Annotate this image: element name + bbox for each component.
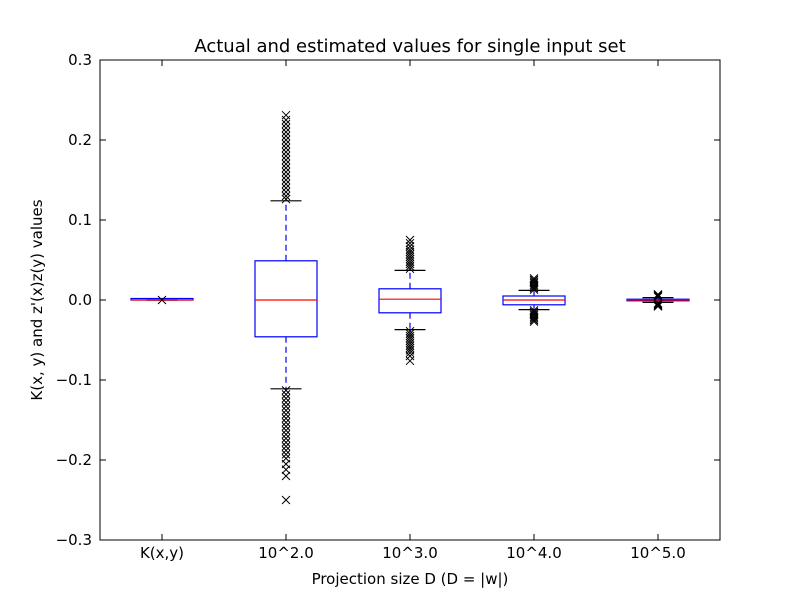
outlier-point	[653, 292, 663, 302]
outlier-point	[281, 495, 291, 505]
outlier-point	[653, 300, 663, 310]
y-tick-label: 0.0	[68, 291, 92, 309]
x-tick-label: 10^5.0	[630, 544, 686, 562]
outlier-point	[281, 179, 291, 189]
outlier-point	[405, 245, 415, 254]
outlier-point	[281, 406, 291, 415]
y-tick-label: 0.3	[68, 51, 92, 69]
outlier-point	[653, 299, 663, 309]
outlier-point	[653, 291, 663, 301]
outlier-point	[281, 147, 291, 157]
outlier-point	[281, 386, 291, 395]
outlier-point	[281, 167, 291, 177]
outlier-point	[281, 187, 291, 197]
outlier-point	[281, 430, 291, 439]
outlier-point	[281, 434, 291, 443]
outlier-point	[281, 159, 291, 169]
outlier-point	[529, 314, 539, 323]
outlier-point	[281, 191, 291, 201]
outlier-point	[653, 298, 663, 308]
outlier-point	[529, 275, 539, 285]
outlier-point	[281, 398, 291, 407]
outlier-point	[281, 194, 291, 204]
outlier-point	[281, 422, 291, 431]
chart-title: Actual and estimated values for single i…	[194, 36, 625, 57]
outlier-point	[653, 290, 663, 300]
outlier-point	[281, 151, 291, 161]
plot-area: −0.3 −0.2 −0.1 0.0 0.1 0.2 0.3 K(x,y) 10^2.0 10^3…	[56, 51, 721, 562]
y-tick-label: −0.2	[56, 451, 92, 469]
y-tick-label: −0.3	[56, 531, 92, 549]
x-tick-label: 10^2.0	[258, 544, 314, 562]
x-tick-label: K(x,y)	[140, 544, 184, 562]
y-tick-label: 0.1	[68, 211, 92, 229]
outlier-point	[281, 410, 291, 419]
outlier-point	[281, 414, 291, 423]
box	[378, 288, 442, 314]
outlier-point	[281, 155, 291, 165]
outlier-point	[653, 301, 663, 310]
outlier-point	[281, 418, 291, 427]
outlier-point	[529, 317, 539, 326]
x-tick-label: 10^4.0	[506, 544, 562, 562]
outlier-point	[405, 235, 415, 245]
outlier-point	[405, 238, 415, 248]
outlier-point	[281, 471, 291, 481]
outlier-point	[405, 356, 415, 366]
outlier-point	[281, 110, 291, 120]
outlier-point	[281, 135, 291, 145]
outlier-point	[281, 442, 291, 451]
outlier-point	[281, 171, 291, 181]
outlier-point	[281, 450, 291, 459]
outlier-point	[405, 348, 415, 358]
outlier-point	[653, 302, 663, 311]
outlier-point	[281, 139, 291, 149]
x-axis-label: Projection size D (D = |w|)	[312, 570, 509, 588]
y-tick-label: 0.2	[68, 131, 92, 149]
outlier-point	[405, 242, 415, 251]
outlier-point	[157, 295, 167, 305]
outlier-point	[281, 175, 291, 185]
outlier-point	[281, 115, 291, 125]
outlier-point	[281, 127, 291, 137]
x-tick-label: 10^3.0	[382, 544, 438, 562]
outlier-point	[281, 183, 291, 193]
outlier-point	[529, 274, 539, 283]
outlier-point	[281, 123, 291, 133]
outlier-point	[281, 163, 291, 173]
outlier-point	[281, 426, 291, 435]
outlier-point	[281, 438, 291, 447]
outlier-point	[281, 131, 291, 141]
y-axis-label: K(x, y) and z'(x)z(y) values	[28, 199, 46, 400]
outlier-point	[281, 402, 291, 411]
y-tick-label: −0.1	[56, 371, 92, 389]
outlier-point	[281, 465, 291, 474]
box	[254, 260, 318, 338]
outlier-point	[281, 394, 291, 403]
outlier-point	[281, 143, 291, 153]
outlier-point	[529, 277, 539, 286]
outlier-point	[653, 290, 663, 299]
outlier-point	[281, 390, 291, 399]
outlier-point	[281, 119, 291, 129]
outlier-point	[281, 446, 291, 455]
outlier-point	[529, 315, 539, 325]
